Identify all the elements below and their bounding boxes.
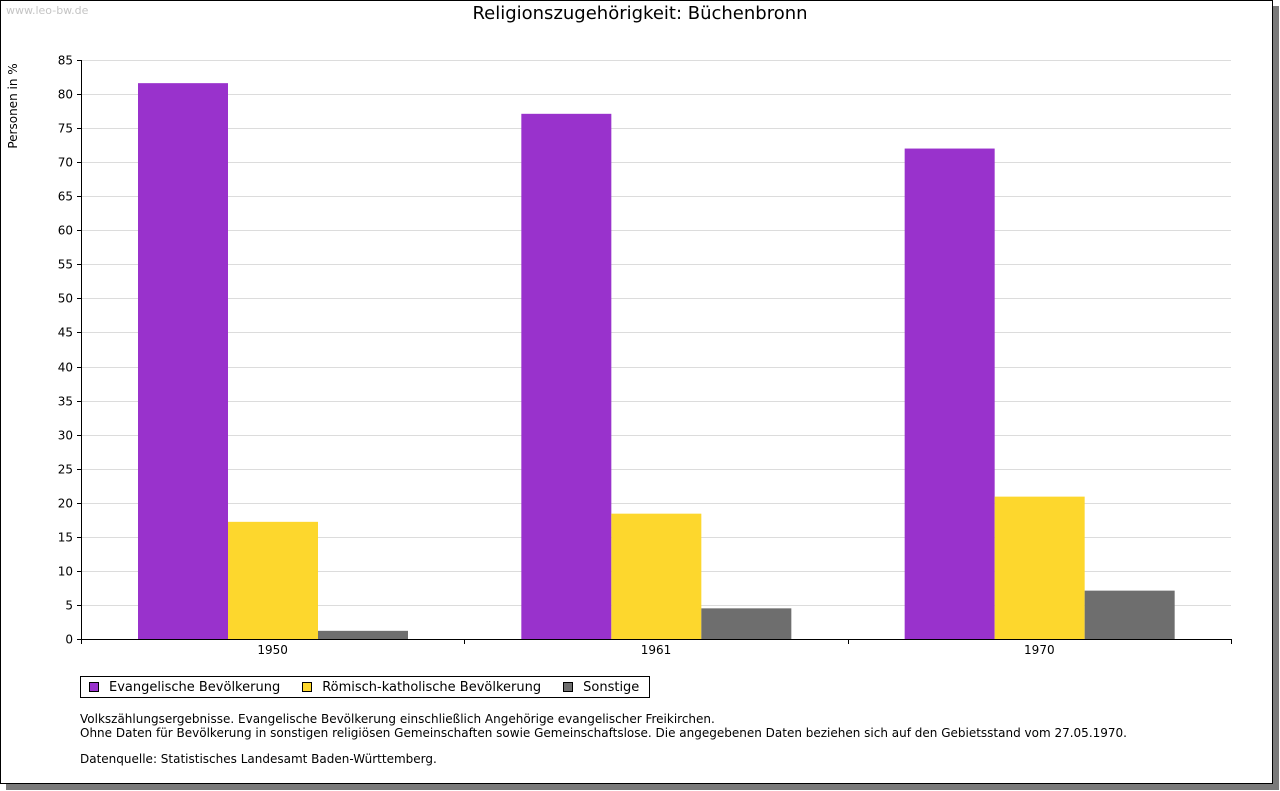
chart-title: Religionszugehörigkeit: Büchenbronn <box>472 3 808 24</box>
x-tick-label: 1950 <box>257 643 288 657</box>
watermark: www.leo-bw.de <box>6 4 89 17</box>
bar <box>318 630 408 639</box>
axes-layer: 0 5 10 15 20 25 30 35 40 45 50 55 60 65 70 75 80 85 1950 19… <box>58 54 1232 657</box>
bar <box>994 496 1085 639</box>
y-tick-label: 70 <box>58 156 73 170</box>
bar <box>701 608 792 639</box>
legend-item: Sonstige <box>563 680 639 695</box>
legend-swatch <box>563 682 574 692</box>
y-tick-label: 15 <box>58 531 73 545</box>
frame-shadow-right <box>1273 6 1279 790</box>
bar <box>228 521 318 639</box>
note-line-2: Ohne Daten für Bevölkerung in sonstigen … <box>80 726 1127 740</box>
note-line-1: Volkszählungsergebnisse. Evangelische Be… <box>80 712 715 726</box>
legend-item: Evangelische Bevölkerung <box>89 680 280 695</box>
y-tick-label: 85 <box>58 54 73 68</box>
y-tick-label: 45 <box>58 326 73 340</box>
y-tick-label: 80 <box>58 88 73 102</box>
y-tick-label: 0 <box>65 633 73 647</box>
legend-swatch <box>302 682 313 692</box>
y-tick-label: 55 <box>58 258 73 272</box>
legend-label: Sonstige <box>583 679 640 695</box>
legend: Evangelische Bevölkerung Römisch-katholis… <box>80 676 651 698</box>
notes: Volkszählungsergebnisse. Evangelische Be… <box>80 712 1127 766</box>
y-tick-label: 20 <box>58 497 73 511</box>
legend-item: Römisch-katholische Bevölkerung <box>302 680 541 695</box>
y-tick-label: 65 <box>58 190 73 204</box>
bar <box>1084 590 1175 639</box>
x-tick-label: 1970 <box>1024 643 1055 657</box>
legend-label: Evangelische Bevölkerung <box>109 679 281 695</box>
y-tick-label: 5 <box>65 599 73 613</box>
bar <box>138 83 228 639</box>
bars-layer <box>138 83 1175 640</box>
y-tick-label: 40 <box>58 361 73 375</box>
legend-label: Römisch-katholische Bevölkerung <box>322 679 542 695</box>
bar <box>521 113 612 640</box>
y-tick-label: 30 <box>58 429 73 443</box>
y-tick-label: 35 <box>58 395 73 409</box>
legend-swatch <box>89 682 99 692</box>
data-source: Datenquelle: Statistisches Landesamt Bad… <box>80 752 437 766</box>
y-tick-label: 10 <box>58 565 73 579</box>
bar <box>611 513 702 639</box>
y-tick-label: 50 <box>58 292 73 306</box>
frame-shadow-bottom <box>6 784 1279 790</box>
y-tick-label: 25 <box>58 463 73 477</box>
y-tick-label: 75 <box>58 122 73 136</box>
bar <box>904 148 995 639</box>
x-tick-label: 1961 <box>641 643 672 657</box>
y-axis-label: Personen in % <box>6 63 20 148</box>
y-tick-label: 60 <box>58 224 73 238</box>
